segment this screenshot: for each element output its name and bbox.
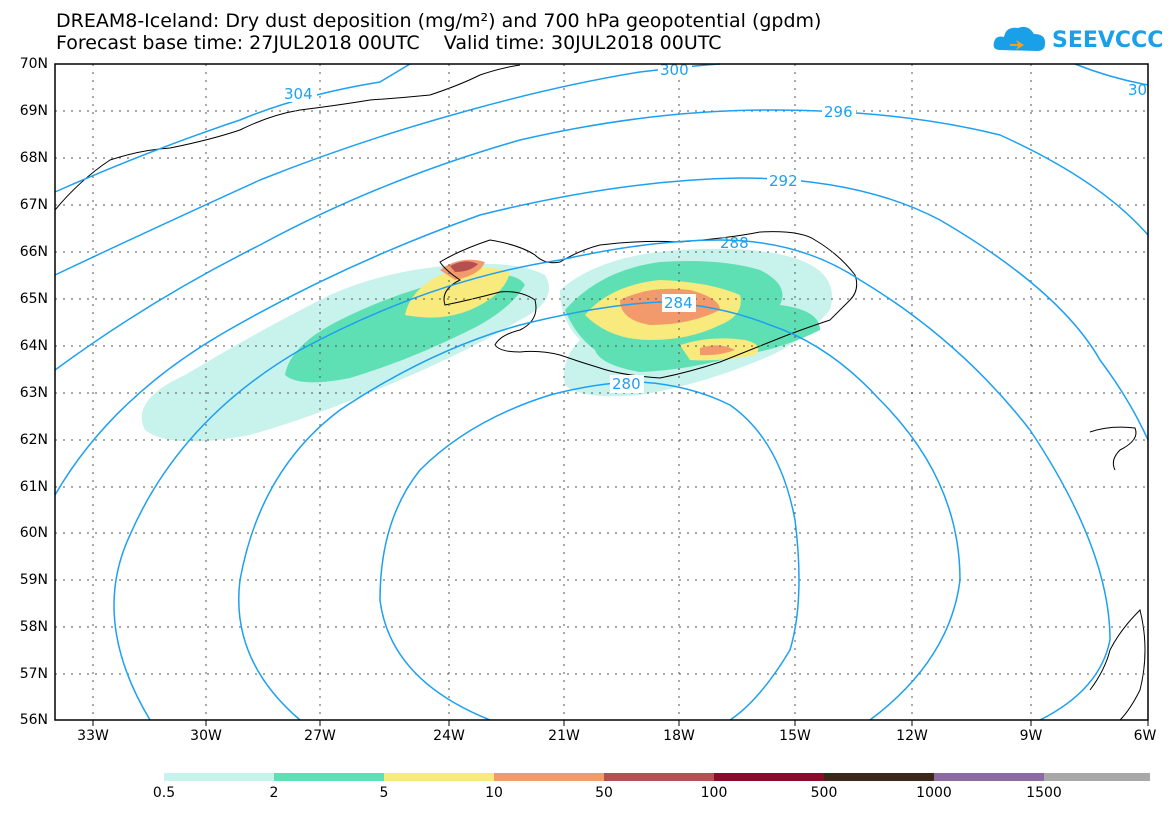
colorbar-label: 100: [700, 785, 728, 801]
contour-284: [238, 301, 961, 721]
contour-288: [113, 239, 1111, 721]
lon-label: 9W: [1019, 728, 1043, 744]
colorbar-swatch: [1044, 773, 1150, 781]
cloud-logo-icon: [993, 26, 1046, 51]
colorbar-label: 10: [485, 785, 503, 801]
lat-label: 68N: [19, 150, 48, 166]
scotland-coast: [1089, 609, 1146, 721]
colorbar-swatch: [934, 773, 1044, 781]
colorbar-swatch: [824, 773, 934, 781]
lon-label: 24W: [433, 728, 465, 744]
lat-label: 65N: [19, 291, 48, 307]
lon-label: 12W: [896, 728, 928, 744]
dust-10-c: [700, 345, 735, 356]
colorbar-label: 2: [269, 785, 279, 801]
contour-280: [379, 381, 800, 721]
contour-292: [54, 177, 1149, 496]
colorbar-label: 0.5: [152, 785, 176, 801]
lat-label: 57N: [19, 666, 48, 682]
contour-label-296: 296: [824, 103, 853, 121]
lat-label: 66N: [19, 244, 48, 260]
colorbar-label: 1000: [916, 785, 952, 801]
lon-label: 30W: [190, 728, 222, 744]
greenland-coast: [54, 64, 521, 211]
lat-label: 63N: [19, 385, 48, 401]
lat-label: 64N: [19, 338, 48, 354]
lat-label: 59N: [19, 572, 48, 588]
contour-300: [54, 63, 721, 276]
lat-label: 69N: [19, 103, 48, 119]
lon-label: 21W: [548, 728, 580, 744]
contour-label-300: 300: [660, 61, 689, 79]
lat-label: 56N: [19, 712, 48, 728]
contour-300-b: [1074, 63, 1149, 86]
contour-label-284: 284: [664, 294, 693, 312]
lat-label: 58N: [19, 619, 48, 635]
map-frame: [54, 63, 1149, 721]
colorbar-swatch: [714, 773, 824, 781]
geopotential-contours: [54, 63, 1149, 721]
lon-label: 15W: [779, 728, 811, 744]
lon-label: 18W: [663, 728, 695, 744]
lon-label: 6W: [1133, 728, 1157, 744]
map-title: DREAM8-Iceland: Dry dust deposition (mg/…: [56, 10, 822, 32]
dust-50-a: [450, 261, 478, 272]
colorbar-label: 5: [379, 785, 389, 801]
iceland-coast: [439, 231, 858, 379]
contour-label-30: 30: [1128, 81, 1147, 99]
colorbar-label: 50: [595, 785, 613, 801]
logo-text: SEEVCCC: [1052, 28, 1164, 53]
colorbar-swatch: [604, 773, 714, 781]
contour-304: [54, 63, 411, 193]
contour-296: [54, 109, 1149, 371]
dust-5-a: [405, 267, 510, 318]
lat-label: 62N: [19, 432, 48, 448]
lat-label: 67N: [19, 197, 48, 213]
lat-label: 61N: [19, 479, 48, 495]
lon-label: 33W: [77, 728, 109, 744]
contour-label-288: 288: [720, 234, 749, 252]
forecast-time: Forecast base time: 27JUL2018 00UTC Vali…: [56, 32, 722, 54]
colorbar: [164, 773, 1150, 781]
colorbar-label: 500: [810, 785, 838, 801]
colorbar-swatch: [384, 773, 494, 781]
colorbar-swatch: [164, 773, 274, 781]
lon-label: 27W: [304, 728, 336, 744]
coastlines: [54, 64, 1146, 721]
dust-shading: [141, 248, 832, 442]
colorbar-swatch: [274, 773, 384, 781]
faroes-coast: [1089, 426, 1137, 471]
colorbar-label: 1500: [1026, 785, 1062, 801]
contour-label-280: 280: [612, 375, 641, 393]
colorbar-swatch: [494, 773, 604, 781]
lat-label: 70N: [19, 56, 48, 72]
contour-label-304: 304: [284, 85, 313, 103]
contour-label-292: 292: [769, 172, 798, 190]
lat-label: 60N: [19, 525, 48, 541]
